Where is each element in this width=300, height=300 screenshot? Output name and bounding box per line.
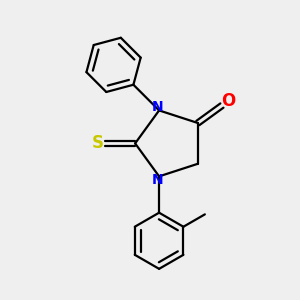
- Text: N: N: [152, 100, 163, 114]
- Text: N: N: [152, 173, 163, 187]
- Text: O: O: [221, 92, 235, 110]
- Text: S: S: [92, 134, 104, 152]
